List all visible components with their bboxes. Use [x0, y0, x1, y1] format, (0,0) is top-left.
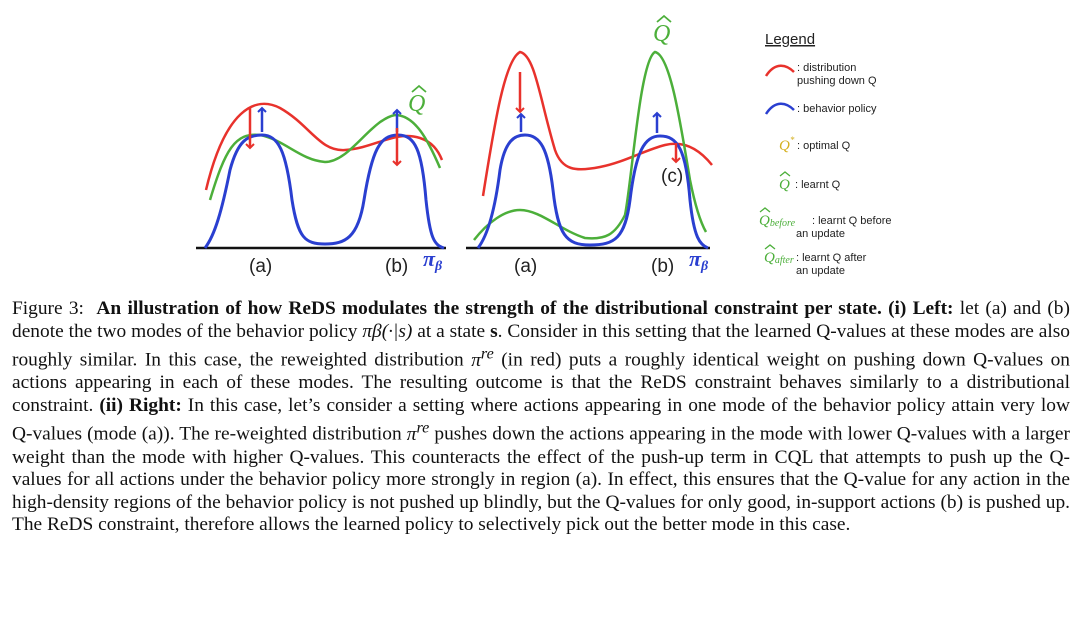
right-mode-b-label: (b) — [651, 256, 674, 277]
right-mode-c-label: (c) — [661, 166, 683, 187]
legend-red-swatch — [764, 64, 795, 77]
right-green-curve — [473, 50, 708, 241]
figure-label: Figure 3: — [12, 298, 84, 319]
caption-title: An illustration of how ReDS modulates th… — [96, 298, 882, 319]
caption-right-text-2: pushes down the actions appearing in the… — [12, 423, 1070, 536]
right-qhat-label: Q — [653, 14, 672, 47]
figure-illustration: (a) (b) πβ Q (a) (b) (c) πβ Q Legend : d… — [196, 14, 892, 277]
caption-math-pi-re: πre — [471, 345, 494, 371]
left-mode-b-label: (b) — [385, 256, 408, 277]
caption-left-label: (i) Left: — [888, 298, 954, 319]
legend-after-text-1: : learnt Q after — [796, 252, 867, 264]
right-blue-curve — [476, 133, 709, 250]
svg-text:Q: Q — [408, 91, 425, 117]
legend-qhat-text: : learnt Q — [795, 179, 841, 191]
legend-after-symbol: Qafter — [764, 250, 794, 266]
legend: Legend : distribution pushing down Q : b… — [759, 31, 892, 277]
left-qhat-label: Q — [408, 84, 427, 117]
left-blue-curve — [203, 133, 445, 250]
left-red-curve — [204, 102, 444, 191]
caption-math-pi-re-2: πre — [406, 419, 430, 445]
figure-caption: Figure 3: An illustration of how ReDS mo… — [12, 298, 1070, 537]
caption-left-text-2: at a state — [417, 320, 486, 342]
legend-title: Legend — [765, 31, 815, 48]
legend-blue-swatch — [764, 102, 795, 115]
left-pi-beta-label: πβ — [423, 246, 443, 274]
caption-left-text-3: . Consider in this setting that the lear… — [12, 320, 1070, 371]
left-panel: (a) (b) πβ Q — [196, 84, 446, 277]
caption-right-text-1: In this case, let’s consider a setting w… — [12, 394, 1070, 445]
caption-right-label: (ii) Right: — [99, 394, 182, 416]
right-panel: (a) (b) (c) πβ Q — [466, 14, 713, 277]
legend-before-text-2: an update — [796, 228, 845, 240]
caption-left-text-1: let (a) and (b) denote the two modes of … — [12, 298, 1070, 342]
legend-qhat-symbol: Q — [779, 177, 790, 193]
right-red-curve — [481, 50, 713, 197]
right-pi-beta-label: πβ — [689, 246, 709, 274]
caption-math-pi-beta: πβ(·|s) — [362, 320, 413, 342]
legend-blue-text: : behavior policy — [797, 103, 877, 115]
caption-left-text-4: (in red) puts a roughly identical weight… — [12, 349, 1070, 416]
left-green-curve — [208, 113, 442, 201]
legend-red-text-1: : distribution — [797, 62, 856, 74]
caption-math-s: s — [490, 320, 498, 342]
legend-qstar-symbol: Q* — [779, 135, 795, 154]
svg-text:Q: Q — [653, 21, 670, 47]
legend-after-text-2: an update — [796, 265, 845, 277]
legend-before-symbol: Qbefore — [759, 213, 796, 229]
left-mode-a-label: (a) — [249, 256, 272, 277]
right-mode-a-label: (a) — [514, 256, 537, 277]
legend-qstar-text: : optimal Q — [797, 140, 851, 152]
legend-red-text-2: pushing down Q — [797, 75, 877, 87]
legend-before-text-1: : learnt Q before — [812, 215, 892, 227]
